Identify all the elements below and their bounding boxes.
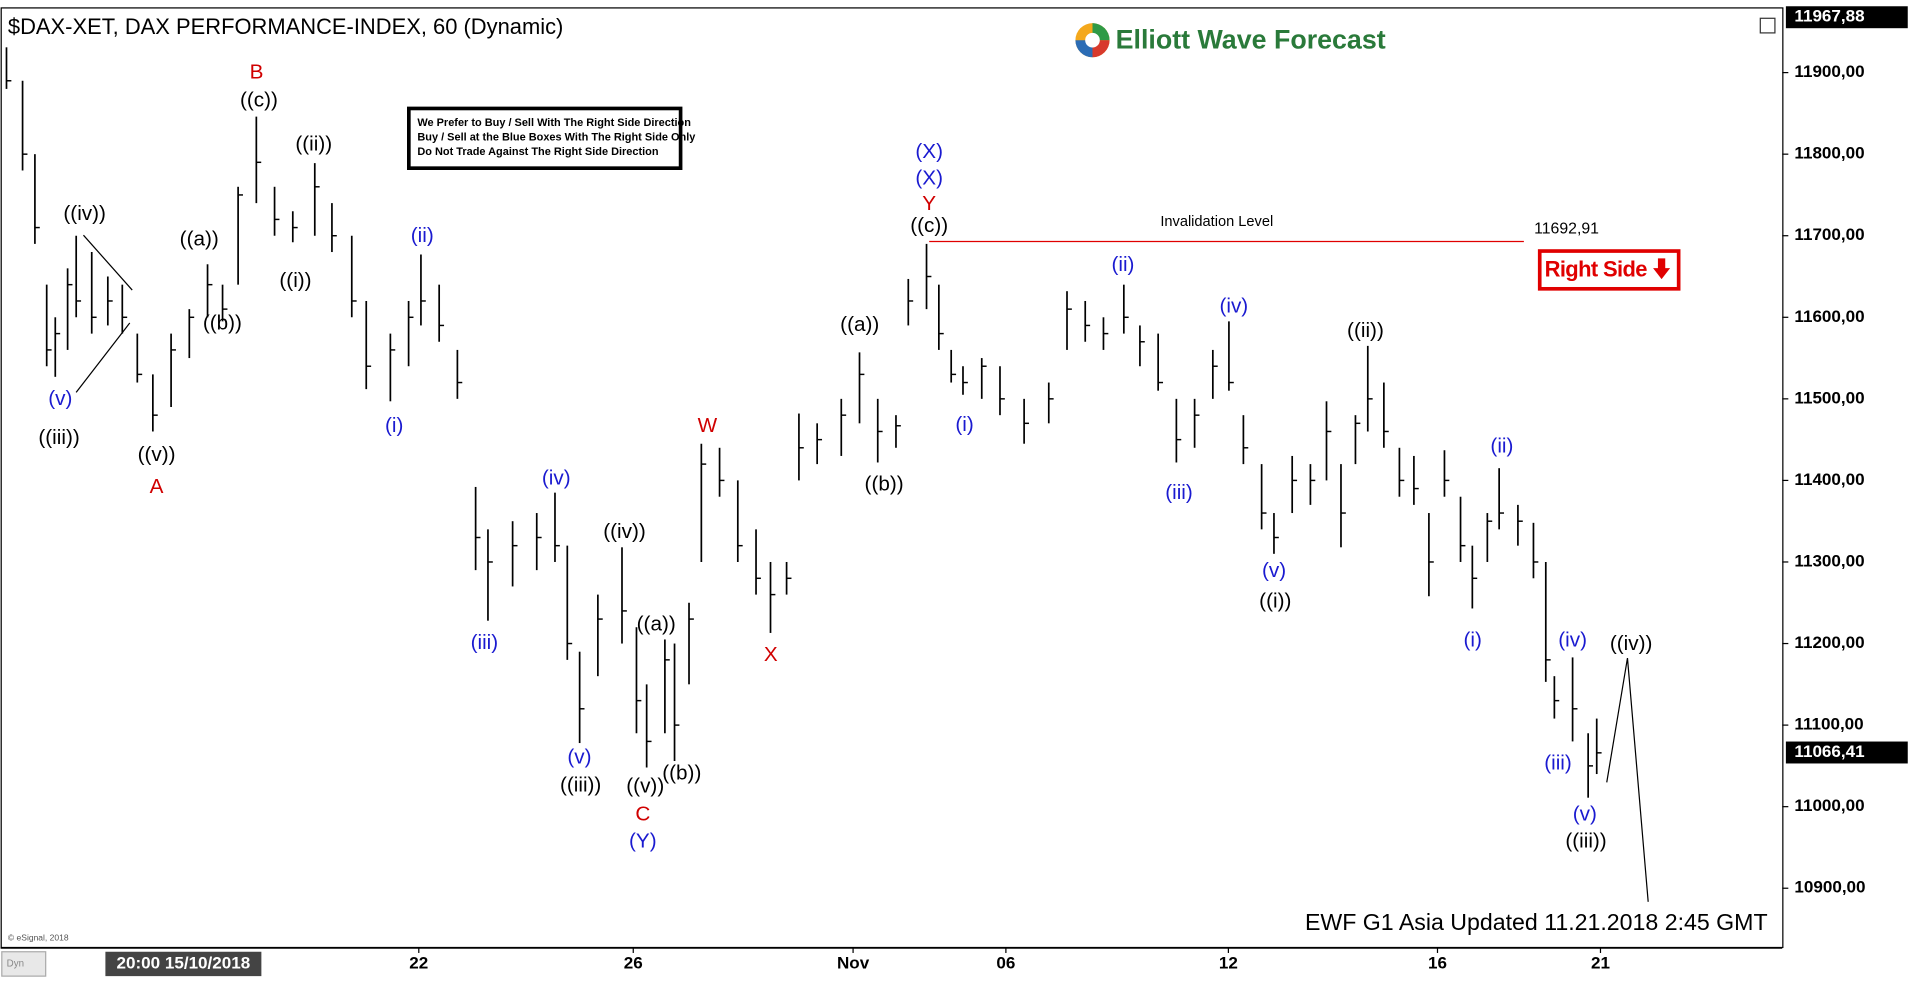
wave-label: C [635,803,650,826]
invalidation-text: Invalidation Level [1160,214,1273,230]
wave-label: (i) [1464,628,1482,651]
wave-label: (v) [567,745,591,768]
trendline [75,322,131,393]
corner-text: Dyn [7,959,24,970]
notice-box [407,106,683,170]
wave-label: (i) [385,414,403,437]
wave-label: ((iii)) [1565,830,1606,853]
wave-label: (v) [1573,803,1597,826]
notice-line: Buy / Sell at the Blue Boxes With The Ri… [417,132,696,144]
y-tick-label: 11100,00 [1794,715,1863,734]
wave-label: ((a)) [180,228,219,251]
x-tick-label: 21 [1591,953,1610,972]
logo: Elliott Wave Forecast [1075,23,1386,58]
wave-label: ((ii)) [1347,319,1384,342]
y-tick-label: 11500,00 [1794,388,1864,407]
wave-label: (iii) [1544,752,1572,775]
copyright: © eSignal, 2018 [8,933,69,943]
wave-label: ((b)) [203,312,242,335]
wave-label: (ii) [1490,435,1513,458]
wave-label: (ii) [1111,253,1134,276]
wave-label: Y [922,192,936,215]
triangle-lines [75,234,133,393]
x-tick-label: 06 [996,953,1015,972]
high-price-label-box [1785,6,1908,29]
y-tick-label: 11600,00 [1794,307,1864,326]
badge-arrow [1653,258,1671,280]
right-side-badge: Right Side [1537,249,1681,291]
wave-label: (iv) [1558,628,1587,651]
window-button[interactable] [1759,17,1776,34]
chart-title: $DAX-XET, DAX PERFORMANCE-INDEX, 60 (Dyn… [8,14,563,39]
cursor-label-box [105,951,262,977]
wave-label: ((v)) [626,775,664,798]
wave-label: (v) [1262,559,1286,582]
y-tick-label: 11900,00 [1794,62,1864,81]
wave-label: X [764,643,778,666]
wave-label: ((c)) [240,89,278,112]
wave-label: (i) [955,413,973,436]
x-tick-label: Nov [837,953,870,972]
badge-text: Right Side [1545,256,1648,281]
wave-label: ((iv)) [63,202,106,225]
y-tick-label: 11400,00 [1794,470,1864,489]
x-tick-label: 16 [1428,953,1447,972]
wave-label: W [698,414,718,437]
wave-label: A [150,475,164,498]
wave-label: (v) [48,387,72,410]
wave-label: (iii) [471,631,499,654]
y-tick-label: 10900,00 [1794,878,1865,897]
wave-label: (Y) [629,830,657,853]
invalidation-value: 11692,91 [1534,221,1599,238]
last-price-label: 11066,41 [1794,742,1864,761]
wave-label: (X) [915,167,943,190]
wave-label: ((iv)) [1610,632,1653,655]
trendline [83,234,133,291]
wave-label: ((i)) [279,269,311,292]
wave-label: (iv) [542,466,571,489]
last-price-label-box [1785,741,1908,764]
cursor-label: 20:00 15/10/2018 [117,953,251,972]
price-bars [5,47,1602,798]
logo-text: Elliott Wave Forecast [1116,25,1386,55]
logo-icon-center [1085,32,1100,48]
projection-path [1606,657,1649,902]
notice-line: We Prefer to Buy / Sell With The Right S… [417,117,691,129]
wave-label: ((a)) [637,613,676,636]
wave-label: ((b)) [865,472,904,495]
wave-label: (X) [915,140,943,163]
y-tick-label: 11800,00 [1794,144,1864,163]
y-tick-label: 11200,00 [1794,633,1864,652]
y-tick-label: 11700,00 [1794,225,1864,244]
wave-label: ((iii)) [38,426,79,449]
wave-label: B [250,61,264,84]
corner-box [1,951,47,977]
wave-label: ((v)) [138,443,176,466]
wave-label: (iv) [1219,295,1248,318]
x-axis-strip [0,948,1912,981]
x-tick-label: 12 [1219,953,1238,972]
x-tick-label: 22 [409,953,428,972]
notice-line: Do Not Trade Against The Right Side Dire… [417,146,658,158]
y-tick-label: 11000,00 [1794,796,1864,815]
wave-label: ((c)) [910,214,948,237]
wave-label: ((a)) [840,313,879,336]
wave-label: (iii) [1165,481,1193,504]
wave-label: (ii) [411,224,434,247]
wave-label: ((ii)) [295,132,332,155]
x-tick-label: 26 [624,953,643,972]
wave-label: ((b)) [662,761,701,784]
wave-label: ((iv)) [603,520,646,543]
footer: EWF G1 Asia Updated 11.21.2018 2:45 GMT [1305,909,1768,935]
high-price-label: 11967,88 [1794,7,1864,26]
y-tick-label: 11300,00 [1794,551,1864,570]
wave-label: ((iii)) [560,773,601,796]
wave-label: ((i)) [1259,589,1291,612]
